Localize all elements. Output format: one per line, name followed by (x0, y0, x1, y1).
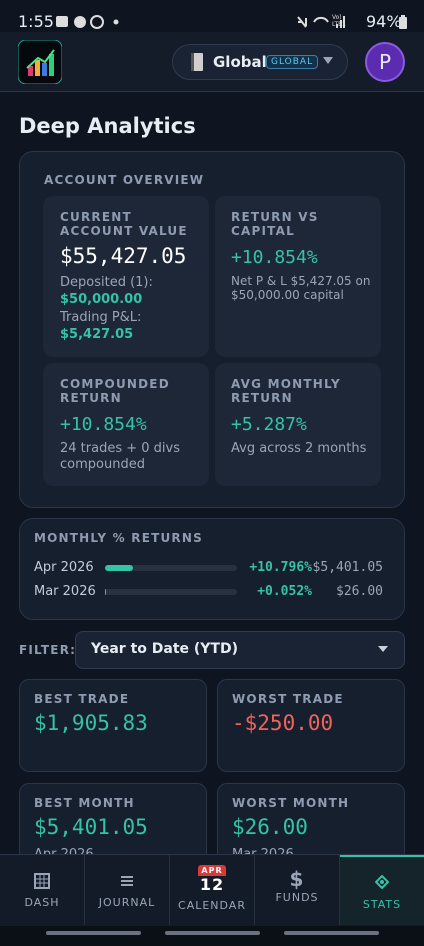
filter-label: FILTER: (19, 643, 77, 657)
month-label: Apr 2026 (34, 560, 94, 575)
bar-track (105, 565, 237, 571)
nav-label: JOURNAL (98, 896, 156, 909)
nav-icon (374, 874, 390, 890)
nav-icon (34, 873, 50, 889)
tile-note: Avg across 2 months (231, 441, 367, 456)
stat-card (217, 679, 405, 772)
gesture-bar (284, 931, 379, 935)
page-title: Deep Analytics (19, 114, 196, 138)
stat-card (19, 679, 207, 772)
workspace-name: Global (213, 53, 267, 71)
tile-value: +10.854% (60, 414, 147, 435)
month-label: Mar 2026 (34, 584, 96, 599)
tile-value: $55,427.05 (60, 244, 187, 268)
nav-tab[interactable]: APR 12 CALENDAR (170, 855, 255, 925)
network-label: Vo) LTE1 (332, 14, 346, 28)
tile-note: 24 trades + 0 divs compounded (60, 441, 180, 472)
tile (43, 196, 209, 357)
filter-selected: Year to Date (YTD) (91, 641, 238, 657)
signal-icons (297, 16, 345, 28)
bar (105, 565, 134, 571)
nav-tab[interactable]: $ FUNDS (255, 855, 340, 925)
stat-label: WORST TRADE (232, 692, 344, 706)
stat-label: BEST TRADE (34, 692, 130, 706)
stat-value: -$250.00 (232, 711, 334, 735)
dropdown-arrow (323, 57, 333, 64)
nav-tab[interactable]: DASH (0, 855, 85, 925)
tile-label: CURRENT ACCOUNT VALUE (60, 210, 188, 238)
stat-label: BEST MONTH (34, 796, 135, 810)
tile (215, 363, 381, 486)
gesture-bar (165, 931, 260, 935)
gesture-bar (46, 931, 141, 935)
detail-label: Deposited (1): (60, 275, 153, 290)
nav-label: DASH (24, 896, 60, 909)
detail-value: $50,000.00 (60, 292, 143, 307)
avatar[interactable]: P (365, 42, 405, 82)
gesture-area (0, 926, 424, 946)
status-icons (56, 15, 119, 29)
calendar-month: APR (198, 865, 226, 876)
tile-label: COMPOUNDED RETURN (60, 377, 170, 405)
nav-label: STATS (362, 898, 402, 911)
detail-label: Trading P&L: (60, 310, 142, 325)
percent-label: +0.052% (257, 584, 312, 599)
nav-label: CALENDAR (178, 899, 246, 912)
percent-label: +10.796% (249, 560, 312, 575)
stat-value: $1,905.83 (34, 711, 148, 735)
tile (215, 196, 381, 357)
stat-label: WORST MONTH (232, 796, 350, 810)
bar-track (105, 589, 237, 595)
battery-icon (399, 15, 407, 29)
nav-icon (121, 876, 133, 886)
stat-value: $5,401.05 (34, 815, 148, 839)
section-title: ACCOUNT OVERVIEW (44, 173, 205, 187)
tile-label: AVG MONTHLY RETURN (231, 377, 341, 405)
status-time: 1:55 (18, 12, 54, 31)
section-title: MONTHLY % RETURNS (34, 531, 203, 545)
nav-icon: $ (289, 867, 305, 891)
tile-value: +5.287% (231, 414, 307, 435)
app-logo[interactable] (18, 40, 62, 84)
amount-label: $5,401.05 (312, 560, 383, 575)
battery-level: 94% (366, 12, 402, 31)
detail-value: $5,427.05 (60, 327, 134, 342)
tile-value: +10.854% (231, 247, 318, 268)
stat-value: $26.00 (232, 815, 308, 839)
filter-dropdown[interactable] (75, 631, 405, 669)
workspace-badge: GLOBAL (266, 55, 319, 69)
dropdown-arrow (378, 646, 388, 652)
nav-label: FUNDS (275, 891, 319, 904)
nav-tab[interactable]: JOURNAL (85, 855, 170, 925)
tile-note: Net P & L $5,427.05 on $50,000.00 capita… (231, 274, 371, 302)
tile (43, 363, 209, 486)
amount-label: $26.00 (336, 584, 383, 599)
nav-tab-active[interactable]: STATS (340, 855, 424, 925)
tile-label: RETURN VS CAPITAL (231, 210, 319, 238)
calendar-day: 12 (199, 875, 225, 894)
workspace-icon (191, 53, 203, 71)
